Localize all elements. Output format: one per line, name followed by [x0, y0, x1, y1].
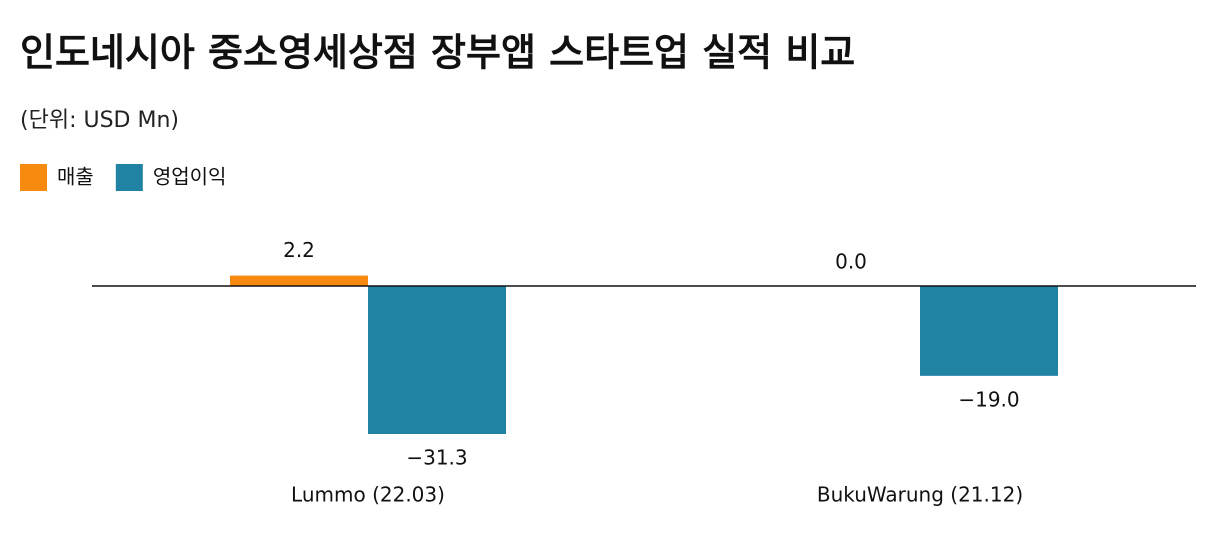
value-label: 2.2: [283, 238, 315, 262]
value-label: 0.0: [835, 250, 867, 274]
bar: [920, 286, 1058, 376]
value-label: −19.0: [958, 387, 1019, 411]
x-tick-label: BukuWarung (21.12): [817, 483, 1023, 507]
value-label: −31.3: [406, 446, 467, 470]
legend-label: 영업이익: [153, 165, 227, 189]
chart-subtitle: (단위: USD Mn): [20, 108, 179, 133]
bar: [368, 286, 506, 434]
legend-swatch: [115, 164, 143, 191]
chart-title: 인도네시아 중소영세상점 장부앱 스타트업 실적 비교: [20, 31, 855, 75]
x-tick-label: Lummo (22.03): [291, 483, 445, 507]
bar: [230, 275, 368, 287]
legend-swatch: [20, 164, 47, 191]
legend-label: 매출: [57, 165, 94, 189]
